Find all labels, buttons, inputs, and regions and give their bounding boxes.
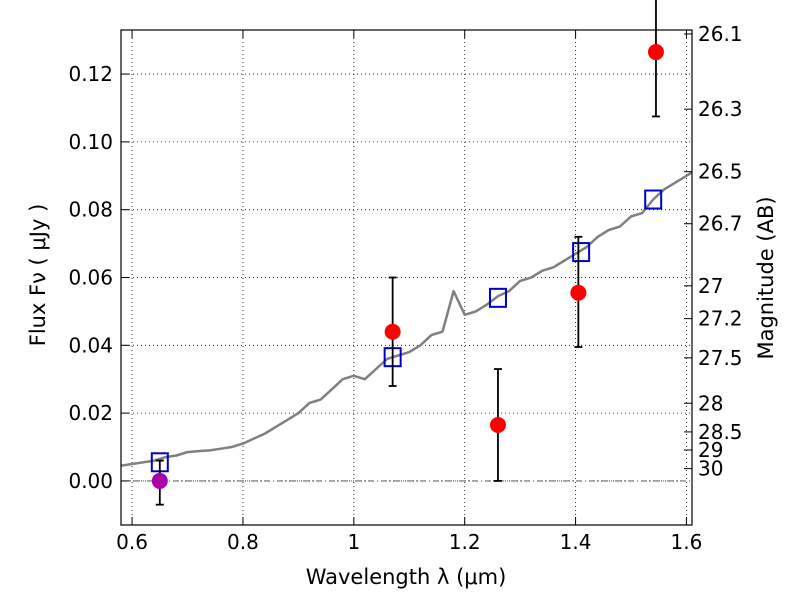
axis-ticks: 0.6 0.8 1 1.2 1.4 1.6 0.00 0.02 0.04 0.06 0.08 0.10… — [68, 22, 742, 554]
model-square-marker — [488, 287, 507, 308]
right-y-axis-label: Magnitude (AB) — [754, 196, 778, 359]
y-tick-label: 0.12 — [68, 62, 113, 86]
x-tick-label: 1.6 — [671, 530, 703, 554]
model-square-marker — [644, 189, 663, 210]
observed-photometry-points — [151, 0, 664, 506]
x-tick-label: 0.8 — [227, 530, 259, 554]
y-tick-label: 0.06 — [68, 266, 113, 290]
right-y-tick-label: 28 — [698, 391, 723, 415]
right-y-tick-label: 26.3 — [698, 97, 743, 121]
right-y-tick-label: 30 — [698, 457, 723, 481]
observed-point — [647, 44, 664, 61]
y-tick-label: 0.10 — [68, 130, 113, 154]
observed-point — [570, 284, 587, 301]
x-tick-label: 1 — [347, 530, 360, 554]
y-tick-label: 0.00 — [68, 469, 113, 493]
right-y-tick-label: 27.2 — [698, 307, 743, 331]
observed-point — [384, 323, 401, 340]
y-tick-label: 0.08 — [68, 198, 113, 222]
right-y-tick-label: 26.5 — [698, 160, 743, 184]
x-tick-label: 0.6 — [116, 530, 148, 554]
y-axis-label: Flux Fν ( μJy ) — [26, 204, 50, 347]
right-y-tick-label: 26.1 — [698, 22, 743, 46]
model-square-marker — [572, 242, 591, 263]
observed-point — [489, 416, 506, 433]
observed-point — [151, 472, 168, 489]
model-band-squares — [150, 189, 663, 473]
x-tick-label: 1.4 — [560, 530, 592, 554]
x-tick-label: 1.2 — [449, 530, 481, 554]
spectrum-polyline — [120, 171, 693, 467]
right-y-tick-label: 26.7 — [698, 212, 743, 236]
model-spectrum-line — [120, 171, 693, 467]
y-tick-label: 0.04 — [68, 333, 113, 357]
right-y-tick-label: 29 — [698, 438, 723, 462]
right-y-tick-label: 27.5 — [698, 346, 743, 370]
y-tick-label: 0.02 — [68, 401, 113, 425]
x-axis-label: Wavelength λ (μm) — [306, 565, 507, 589]
right-y-tick-label: 27 — [698, 274, 723, 298]
right-y-tick-label: 28.5 — [698, 420, 743, 444]
